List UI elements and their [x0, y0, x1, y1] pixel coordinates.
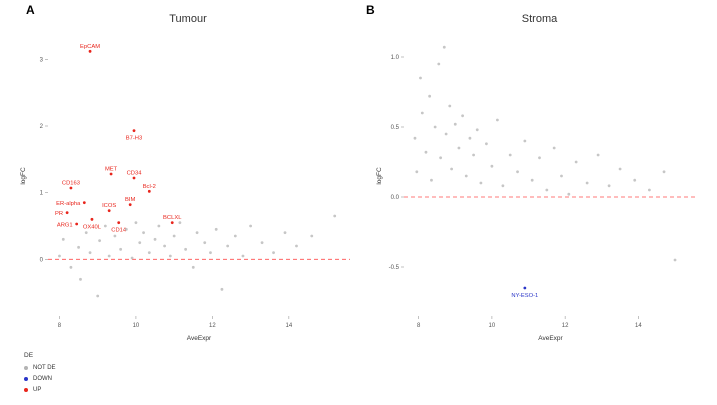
up-dot-icon [24, 387, 28, 392]
svg-text:14: 14 [635, 323, 642, 329]
svg-text:0.5: 0.5 [391, 125, 400, 131]
svg-text:ARG1: ARG1 [57, 223, 73, 229]
svg-text:AveExpr: AveExpr [538, 335, 563, 342]
svg-text:10: 10 [133, 323, 140, 329]
svg-text:10: 10 [489, 323, 496, 329]
svg-text:CD14: CD14 [111, 228, 127, 234]
svg-text:14: 14 [285, 323, 292, 329]
notde-dot-icon [24, 365, 28, 370]
svg-text:3: 3 [40, 57, 44, 63]
svg-text:MET: MET [105, 167, 118, 173]
svg-text:ICOS: ICOS [102, 203, 116, 209]
panel-b-letter: B [366, 3, 375, 17]
svg-text:12: 12 [209, 323, 216, 329]
svg-text:0.0: 0.0 [391, 195, 400, 201]
svg-text:ER-alpha: ER-alpha [56, 201, 81, 207]
legend-item-label: DOWN [33, 375, 52, 382]
svg-text:2: 2 [40, 124, 44, 130]
svg-text:logFC: logFC [20, 167, 27, 185]
legend-item-notde: NOT DE [24, 362, 56, 373]
svg-text:CD163: CD163 [62, 181, 80, 187]
svg-text:NY-ESO-1: NY-ESO-1 [511, 293, 538, 299]
svg-text:-0.5: -0.5 [389, 265, 400, 271]
tumour-title: Tumour [169, 13, 207, 25]
svg-text:12: 12 [562, 323, 569, 329]
panel-a-letter: A [26, 3, 35, 17]
svg-text:Bcl-2: Bcl-2 [143, 184, 156, 190]
svg-text:BCLXL: BCLXL [163, 215, 182, 221]
legend-item-down: DOWN [24, 373, 56, 384]
svg-text:BIM: BIM [125, 197, 135, 203]
stroma-plot-svg: 8 10 12 14 -0.5 0.0 0.5 1.0 NY-ESO-1 AveExpr logFC [376, 45, 697, 342]
svg-text:B7-H3: B7-H3 [126, 136, 142, 142]
svg-text:8: 8 [417, 323, 421, 329]
legend-item-label: UP [33, 386, 42, 393]
svg-text:1.0: 1.0 [391, 55, 400, 61]
svg-text:0: 0 [40, 257, 44, 263]
legend-item-up: UP [24, 384, 56, 395]
svg-text:8: 8 [58, 323, 62, 329]
svg-text:PR: PR [55, 211, 63, 217]
svg-text:AveExpr: AveExpr [187, 335, 212, 342]
legend-item-label: NOT DE [33, 364, 56, 371]
svg-text:1: 1 [40, 191, 44, 197]
svg-text:logFC: logFC [376, 167, 383, 185]
legend-title: DE [24, 352, 34, 359]
legend: DE NOT DE DOWN UP [24, 352, 56, 395]
svg-text:OX40L: OX40L [83, 224, 102, 230]
stroma-title: Stroma [521, 13, 558, 25]
down-dot-icon [24, 376, 28, 381]
svg-text:CD34: CD34 [127, 171, 143, 177]
tumour-plot-svg: 8 10 12 140123EpCAMB7-H3METCD34CD163Bcl-2ER… [20, 44, 350, 342]
svg-text:EpCAM: EpCAM [80, 44, 100, 50]
